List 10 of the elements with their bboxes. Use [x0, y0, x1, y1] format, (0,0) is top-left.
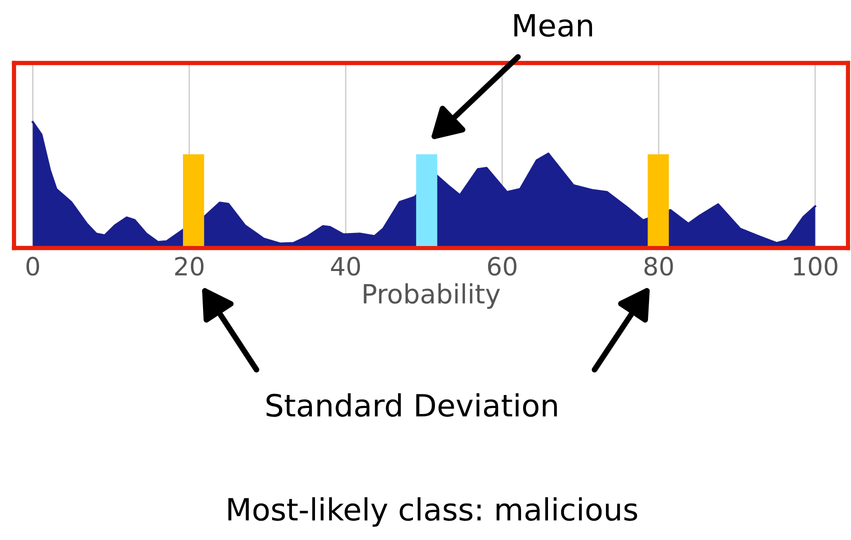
x-tick-label: 60	[488, 256, 516, 276]
x-tick-label: 100	[794, 256, 838, 276]
x-tick-label: 0	[26, 256, 40, 276]
x-tick-label: 40	[331, 256, 360, 276]
text: Most-likely class: malicious	[228, 497, 638, 527]
text: Standard Deviation	[266, 393, 557, 417]
text: Mean	[514, 14, 592, 37]
x-axis-title: Probability	[364, 283, 500, 309]
x-tick-label: 80	[644, 256, 673, 276]
x-tick-label: 20	[175, 256, 204, 276]
